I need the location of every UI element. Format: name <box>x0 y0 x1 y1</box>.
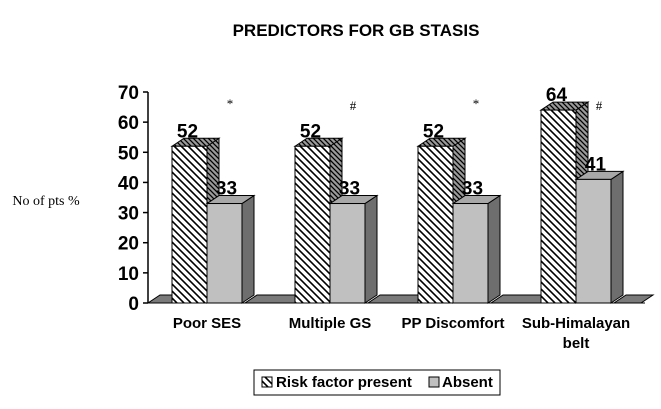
legend-label-risk-factor-present: Risk factor present <box>276 374 412 391</box>
bar-absent-multiple-gs <box>328 194 379 304</box>
bar-absent-poor-ses <box>205 194 256 304</box>
y-tick-label: 0 <box>128 294 139 315</box>
bar-risk-factor-present-pp-discomfort-front <box>417 145 454 304</box>
bar-absent-pp-discomfort-front <box>452 203 489 304</box>
bar-absent-pp-discomfort-side <box>487 194 501 304</box>
y-tick-label: 10 <box>118 264 139 285</box>
x-tick-label: Sub-Himalayan belt <box>522 315 630 352</box>
data-label-absent: 33 <box>339 179 360 200</box>
data-label-absent: 41 <box>585 154 607 175</box>
x-tick-label: Poor SES <box>173 315 241 332</box>
bar-absent-poor-ses-front <box>206 203 243 304</box>
chart-title: PREDICTORS FOR GB STASIS <box>233 21 480 40</box>
data-label-risk-factor-present: 52 <box>300 121 321 142</box>
legend: Risk factor present Absent <box>253 369 501 396</box>
bars <box>170 101 625 304</box>
data-label-absent: 33 <box>216 179 237 200</box>
data-label-risk-factor-present: 52 <box>177 121 198 142</box>
bar-absent-poor-ses-side <box>241 194 255 304</box>
data-label-risk-factor-present: 64 <box>546 85 568 106</box>
bar-absent-multiple-gs-front <box>329 203 366 304</box>
significance-marker: # <box>350 98 357 113</box>
data-labels: 52 33 * 52 33 #52 33 * 64 41 # <box>177 85 607 199</box>
bar-risk-factor-present-multiple-gs-front <box>294 145 331 304</box>
data-label-risk-factor-present: 52 <box>423 121 444 142</box>
bar-absent-sub-himalayan-belt-side <box>610 170 624 304</box>
y-tick-label: 30 <box>118 204 139 225</box>
bar-absent-multiple-gs-side <box>364 194 378 304</box>
x-tick-label: Multiple GS <box>289 315 372 332</box>
bar-absent-sub-himalayan-belt-front <box>575 178 612 304</box>
significance-marker: # <box>596 98 603 113</box>
y-tick-label: 40 <box>118 173 139 194</box>
chart-floor-segment <box>612 294 655 304</box>
bar-risk-factor-present-poor-ses-front <box>171 145 208 304</box>
significance-marker: * <box>473 96 480 111</box>
legend-label-absent: Absent <box>442 374 493 391</box>
y-axis-label: No of pts % <box>12 194 80 209</box>
y-tick-label: 70 <box>118 83 139 104</box>
legend-box <box>253 369 501 396</box>
legend-swatch-risk-factor-present <box>261 376 273 388</box>
x-tick-label: PP Discomfort <box>401 315 504 332</box>
y-tick-label: 20 <box>118 234 139 255</box>
data-label-absent: 33 <box>462 179 483 200</box>
legend-swatch-absent <box>428 376 440 388</box>
y-tick-label: 50 <box>118 143 139 164</box>
y-tick-label: 60 <box>118 113 139 134</box>
significance-marker: * <box>227 96 234 111</box>
bar-absent-sub-himalayan-belt <box>574 170 625 304</box>
bar-absent-pp-discomfort <box>451 194 502 304</box>
bar-risk-factor-present-sub-himalayan-belt-front <box>540 109 577 304</box>
